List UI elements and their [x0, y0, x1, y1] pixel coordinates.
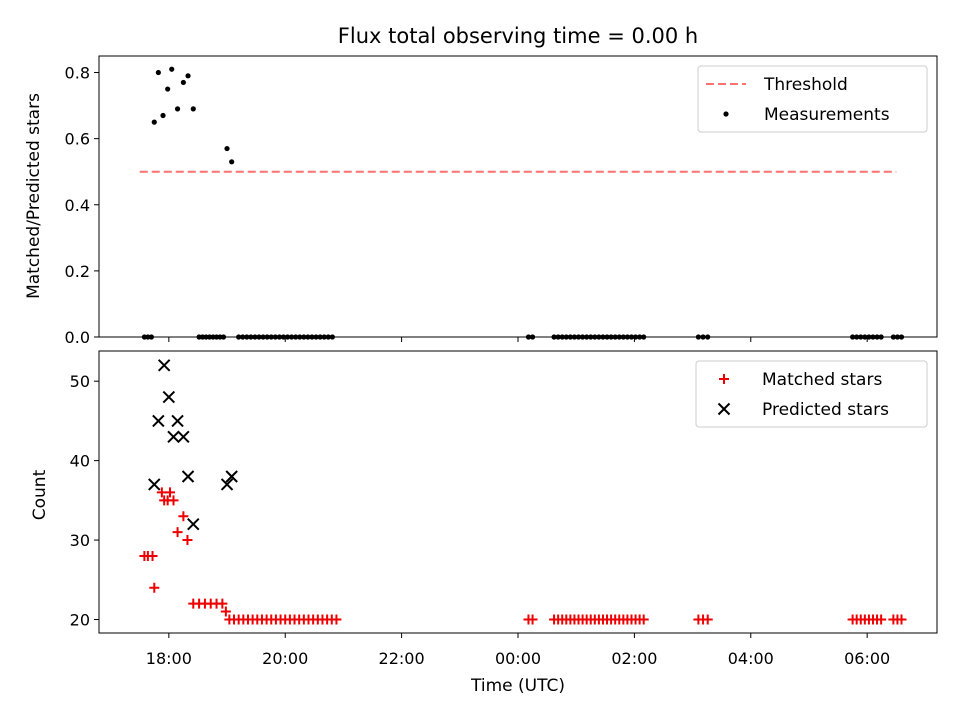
- predicted-stars-point: [177, 430, 190, 443]
- x-tick-label: 06:00: [844, 649, 890, 668]
- x-tick-label: 22:00: [379, 649, 425, 668]
- plot-layer: 0.0 0.2 0.4 0.6 0.8 Threshold Measurements 20 30…: [65, 55, 938, 668]
- matched-stars-point: [164, 487, 175, 498]
- matched-stars-point: [876, 614, 887, 625]
- bottom-panel-y-tick-label: 20: [70, 610, 90, 629]
- predicted-stars-point: [167, 430, 180, 443]
- bottom-panel-y-tick-label: 40: [70, 452, 90, 471]
- measurement-point: [174, 106, 181, 112]
- measurement-point: [165, 86, 171, 92]
- matched-stars-point: [527, 614, 538, 625]
- chart-title: Flux total observing time = 0.00 h: [338, 24, 698, 48]
- predicted-stars-point: [171, 414, 184, 428]
- measurement-point: [190, 106, 196, 112]
- measurement-point: [155, 69, 161, 76]
- x-tick-label: 02:00: [611, 649, 657, 668]
- bottom-panel-frame: [98, 350, 938, 634]
- top-panel-frame: [98, 55, 938, 338]
- top-panel-y-tick-label: 0.6: [65, 130, 90, 149]
- legend-matched-stars-marker: [719, 374, 729, 384]
- top-panel-y-tick-label: 0.0: [65, 328, 90, 347]
- x-tick-label: 00:00: [495, 649, 541, 668]
- legend-predicted-stars-marker: [717, 402, 731, 416]
- measurement-point: [229, 159, 235, 165]
- measurement-point: [169, 66, 175, 72]
- predicted-stars-point: [220, 478, 234, 491]
- predicted-stars-point: [225, 470, 238, 483]
- x-tick-label: 20:00: [262, 649, 308, 668]
- bottom-panel-y-axis-label: Count: [30, 469, 50, 520]
- top-panel: 0.0 0.2 0.4 0.6 0.8 Threshold Measurements: [65, 55, 938, 347]
- legend-measurements-marker: [723, 111, 729, 117]
- matched-stars-point: [149, 582, 160, 593]
- matched-stars-point: [638, 614, 649, 625]
- matched-stars-point: [896, 614, 907, 625]
- x-tick-label: 18:00: [146, 649, 192, 668]
- matched-stars-point: [168, 495, 179, 506]
- legend-label: Measurements: [764, 105, 890, 125]
- x-tick-label: 04:00: [728, 649, 774, 668]
- legend-label: Matched stars: [762, 370, 882, 390]
- measurement-point: [185, 73, 191, 79]
- measurement-point: [151, 119, 157, 125]
- matched-stars-point: [217, 598, 228, 609]
- top-panel-y-tick-label: 0.4: [65, 196, 90, 215]
- legend-label: Threshold: [763, 75, 848, 95]
- predicted-stars-point: [181, 470, 195, 483]
- top-panel-y-tick-label: 0.8: [65, 64, 90, 83]
- matched-stars-point: [220, 606, 231, 617]
- predicted-stars-point: [148, 478, 161, 491]
- legend-label: Predicted stars: [762, 400, 889, 420]
- matched-stars-point: [182, 535, 193, 546]
- matched-stars-point: [147, 550, 158, 561]
- matched-stars-point: [702, 614, 713, 625]
- measurement-point: [224, 145, 230, 152]
- bottom-panel-legend: Matched stars Predicted stars: [695, 360, 928, 428]
- matched-stars-point: [178, 511, 189, 522]
- bottom-panel-y-tick-label: 50: [70, 372, 90, 391]
- matched-stars-point: [331, 614, 342, 625]
- measurement-point: [180, 79, 186, 86]
- predicted-stars-point: [187, 517, 200, 531]
- predicted-stars-point: [152, 414, 165, 428]
- top-panel-legend-box: [697, 65, 928, 133]
- top-panel-legend: Threshold Measurements: [697, 65, 928, 133]
- predicted-stars-point: [157, 359, 171, 372]
- measurement-point: [160, 112, 166, 119]
- predicted-stars-point: [162, 390, 176, 404]
- matched-stars-point: [172, 527, 183, 538]
- top-panel-y-tick-label: 0.2: [65, 262, 90, 281]
- bottom-panel-y-tick-label: 30: [70, 531, 90, 550]
- top-panel-y-axis-label: Matched/Predicted stars: [24, 93, 44, 299]
- bottom-panel: 20 30 40 50 18:00 20:00 22:00 00:00 02:00 04:00 06…: [70, 350, 938, 668]
- bottom-panel-legend-box: [695, 360, 928, 428]
- x-axis-label: Time (UTC): [470, 676, 565, 696]
